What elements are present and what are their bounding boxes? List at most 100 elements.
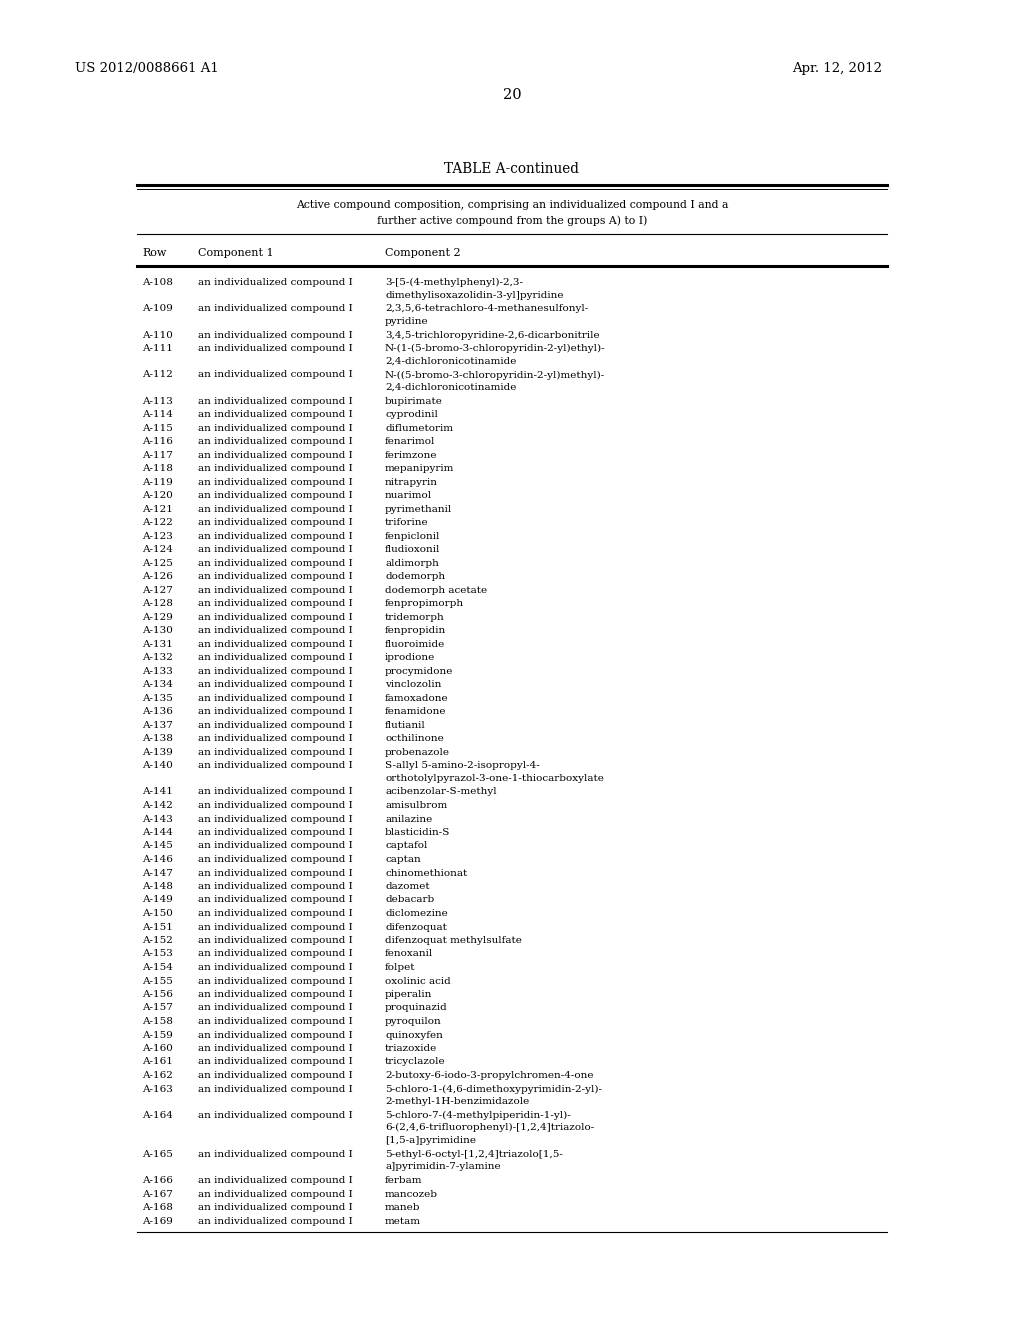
Text: A-141: A-141 [142,788,173,796]
Text: A-160: A-160 [142,1044,173,1053]
Text: A-159: A-159 [142,1031,173,1040]
Text: vinclozolin: vinclozolin [385,680,441,689]
Text: an individualized compound I: an individualized compound I [198,828,352,837]
Text: 2,4-dichloronicotinamide: 2,4-dichloronicotinamide [385,383,516,392]
Text: A-161: A-161 [142,1057,173,1067]
Text: A-149: A-149 [142,895,173,904]
Text: an individualized compound I: an individualized compound I [198,762,352,770]
Text: an individualized compound I: an individualized compound I [198,1111,352,1119]
Text: A-123: A-123 [142,532,173,541]
Text: fludioxonil: fludioxonil [385,545,440,554]
Text: A-167: A-167 [142,1189,173,1199]
Text: A-147: A-147 [142,869,173,878]
Text: nitrapyrin: nitrapyrin [385,478,438,487]
Text: Active compound composition, comprising an individualized compound I and a: Active compound composition, comprising … [296,201,728,210]
Text: further active compound from the groups A) to I): further active compound from the groups … [377,215,647,226]
Text: pyrimethanil: pyrimethanil [385,504,453,513]
Text: aldimorph: aldimorph [385,558,439,568]
Text: A-154: A-154 [142,964,173,972]
Text: A-142: A-142 [142,801,173,810]
Text: dodemorph acetate: dodemorph acetate [385,586,487,595]
Text: A-116: A-116 [142,437,173,446]
Text: TABLE A-continued: TABLE A-continued [444,162,580,176]
Text: pyroquilon: pyroquilon [385,1016,441,1026]
Text: A-143: A-143 [142,814,173,824]
Text: an individualized compound I: an individualized compound I [198,572,352,581]
Text: an individualized compound I: an individualized compound I [198,491,352,500]
Text: an individualized compound I: an individualized compound I [198,680,352,689]
Text: an individualized compound I: an individualized compound I [198,653,352,663]
Text: chinomethionat: chinomethionat [385,869,467,878]
Text: a]pyrimidin-7-ylamine: a]pyrimidin-7-ylamine [385,1163,501,1171]
Text: an individualized compound I: an individualized compound I [198,909,352,917]
Text: difenzoquat: difenzoquat [385,923,446,932]
Text: an individualized compound I: an individualized compound I [198,814,352,824]
Text: fenamidone: fenamidone [385,708,446,717]
Text: an individualized compound I: an individualized compound I [198,801,352,810]
Text: tridemorph: tridemorph [385,612,444,622]
Text: A-111: A-111 [142,345,173,354]
Text: an individualized compound I: an individualized compound I [198,855,352,865]
Text: amisulbrom: amisulbrom [385,801,447,810]
Text: an individualized compound I: an individualized compound I [198,1217,352,1226]
Text: 3,4,5-trichloropyridine-2,6-dicarbonitrile: 3,4,5-trichloropyridine-2,6-dicarbonitri… [385,330,600,339]
Text: an individualized compound I: an individualized compound I [198,532,352,541]
Text: an individualized compound I: an individualized compound I [198,599,352,609]
Text: A-132: A-132 [142,653,173,663]
Text: 5-chloro-7-(4-methylpiperidin-1-yl)-: 5-chloro-7-(4-methylpiperidin-1-yl)- [385,1111,570,1119]
Text: 2,4-dichloronicotinamide: 2,4-dichloronicotinamide [385,356,516,366]
Text: Component 1: Component 1 [198,248,273,257]
Text: A-140: A-140 [142,762,173,770]
Text: blasticidin-S: blasticidin-S [385,828,451,837]
Text: A-168: A-168 [142,1204,173,1212]
Text: A-122: A-122 [142,519,173,527]
Text: A-128: A-128 [142,599,173,609]
Text: an individualized compound I: an individualized compound I [198,519,352,527]
Text: triforine: triforine [385,519,429,527]
Text: an individualized compound I: an individualized compound I [198,330,352,339]
Text: fenpiclonil: fenpiclonil [385,532,440,541]
Text: an individualized compound I: an individualized compound I [198,626,352,635]
Text: fenarimol: fenarimol [385,437,435,446]
Text: an individualized compound I: an individualized compound I [198,895,352,904]
Text: A-117: A-117 [142,450,173,459]
Text: A-118: A-118 [142,465,173,473]
Text: 5-chloro-1-(4,6-dimethoxypyrimidin-2-yl)-: 5-chloro-1-(4,6-dimethoxypyrimidin-2-yl)… [385,1085,602,1094]
Text: 3-[5-(4-methylphenyl)-2,3-: 3-[5-(4-methylphenyl)-2,3- [385,279,523,288]
Text: 20: 20 [503,88,521,102]
Text: A-164: A-164 [142,1111,173,1119]
Text: dimethylisoxazolidin-3-yl]pyridine: dimethylisoxazolidin-3-yl]pyridine [385,290,563,300]
Text: A-129: A-129 [142,612,173,622]
Text: A-136: A-136 [142,708,173,717]
Text: maneb: maneb [385,1204,421,1212]
Text: A-148: A-148 [142,882,173,891]
Text: A-135: A-135 [142,694,173,702]
Text: octhilinone: octhilinone [385,734,443,743]
Text: 5-ethyl-6-octyl-[1,2,4]triazolo[1,5-: 5-ethyl-6-octyl-[1,2,4]triazolo[1,5- [385,1150,563,1159]
Text: fenoxanil: fenoxanil [385,949,433,958]
Text: diflumetorim: diflumetorim [385,424,453,433]
Text: an individualized compound I: an individualized compound I [198,1176,352,1185]
Text: Component 2: Component 2 [385,248,461,257]
Text: A-112: A-112 [142,371,173,379]
Text: an individualized compound I: an individualized compound I [198,558,352,568]
Text: [1,5-a]pyrimidine: [1,5-a]pyrimidine [385,1135,476,1144]
Text: an individualized compound I: an individualized compound I [198,842,352,850]
Text: N-(1-(5-bromo-3-chloropyridin-2-yl)ethyl)-: N-(1-(5-bromo-3-chloropyridin-2-yl)ethyl… [385,345,605,354]
Text: fenpropimorph: fenpropimorph [385,599,464,609]
Text: A-156: A-156 [142,990,173,999]
Text: oxolinic acid: oxolinic acid [385,977,451,986]
Text: A-146: A-146 [142,855,173,865]
Text: difenzoquat methylsulfate: difenzoquat methylsulfate [385,936,522,945]
Text: ferimzone: ferimzone [385,450,437,459]
Text: A-163: A-163 [142,1085,173,1093]
Text: quinoxyfen: quinoxyfen [385,1031,442,1040]
Text: an individualized compound I: an individualized compound I [198,708,352,717]
Text: an individualized compound I: an individualized compound I [198,1057,352,1067]
Text: A-150: A-150 [142,909,173,917]
Text: A-110: A-110 [142,330,173,339]
Text: an individualized compound I: an individualized compound I [198,371,352,379]
Text: A-109: A-109 [142,305,173,313]
Text: A-127: A-127 [142,586,173,595]
Text: A-137: A-137 [142,721,173,730]
